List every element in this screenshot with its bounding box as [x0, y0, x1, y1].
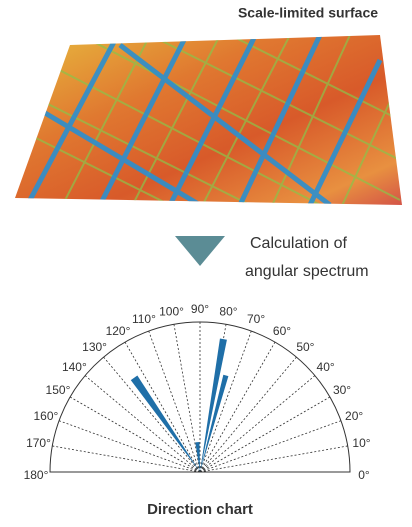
arrow [175, 236, 225, 266]
angle-label: 150° [46, 383, 71, 397]
angle-label: 10° [352, 436, 370, 450]
angle-label: 120° [106, 324, 131, 338]
angle-label: 180° [24, 468, 49, 482]
spoke [84, 375, 201, 473]
spoke [199, 420, 342, 473]
spoke [124, 341, 201, 473]
angle-label: 110° [132, 312, 156, 326]
angle-label: 130° [82, 340, 107, 354]
spoke [69, 396, 201, 473]
lobe [200, 374, 229, 472]
angle-label: 160° [33, 409, 58, 423]
spoke [103, 356, 201, 473]
spoke [199, 341, 276, 473]
spoke [173, 324, 201, 473]
step-line: Calculation of [250, 235, 348, 252]
lobe [195, 442, 200, 472]
outline [49, 321, 351, 473]
spoke [52, 445, 201, 473]
angle-label: 80° [219, 305, 237, 319]
angle-label: 100° [159, 305, 184, 319]
angle-label: 90° [191, 302, 209, 316]
caption: Direction chart [147, 501, 253, 518]
angle-label: 170° [26, 436, 51, 450]
spoke [199, 375, 316, 473]
spoke [199, 396, 331, 473]
angle-label: 40° [317, 360, 335, 374]
surface-image [15, 35, 402, 205]
spoke [58, 420, 201, 473]
spoke [199, 356, 297, 473]
spoke [199, 445, 348, 473]
lobe [200, 338, 227, 472]
angle-label: 50° [296, 340, 314, 354]
angle-label: 140° [62, 360, 87, 374]
angle-label: 30° [333, 383, 351, 397]
step-line: angular spectrum [245, 263, 369, 280]
angle-label: 60° [273, 324, 291, 338]
angle-label: 0° [358, 468, 370, 482]
angle-label: 20° [345, 409, 363, 423]
angle-label: 70° [247, 312, 265, 326]
polar-chart: 0° 10° 20° 30° 40°50° 60° 70° 80° 90° 100°110°120… [24, 302, 371, 482]
title: Scale-limited surface [238, 5, 378, 21]
spoke [199, 330, 252, 473]
lobe [130, 375, 200, 472]
spoke [148, 330, 201, 473]
